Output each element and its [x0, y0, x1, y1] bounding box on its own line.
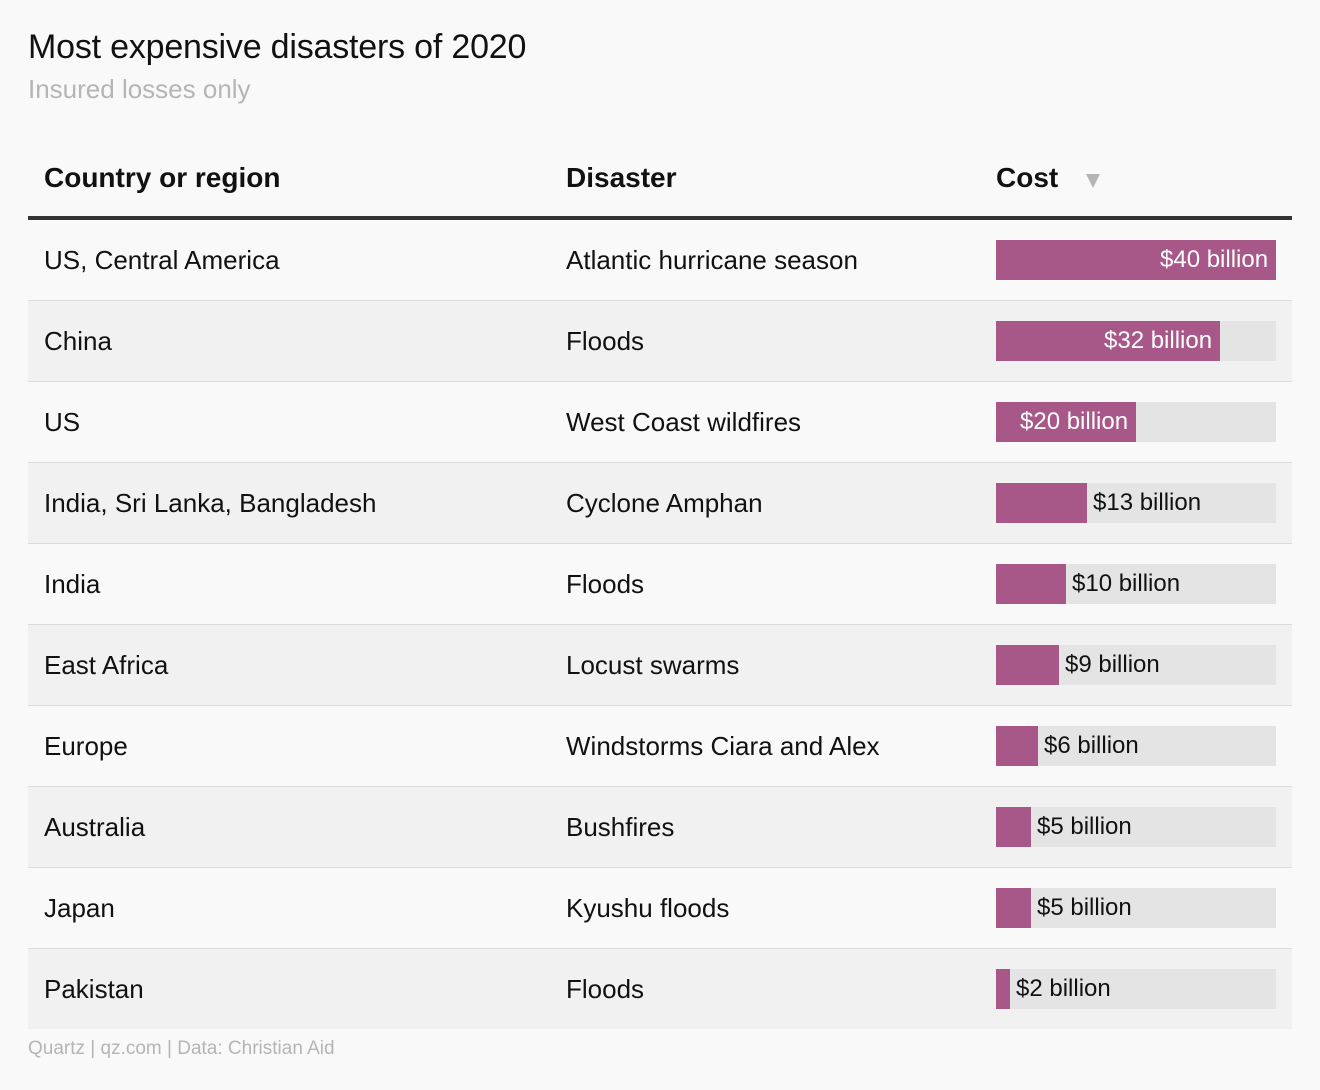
source-footer: Quartz | qz.com | Data: Christian Aid [28, 1038, 335, 1059]
sort-descending-icon[interactable] [1086, 174, 1100, 188]
cell-country: Japan [44, 893, 115, 923]
table-row: India, Sri Lanka, Bangladesh Cyclone Amph… [28, 463, 1292, 544]
cost-label: $10 billion [1072, 570, 1181, 597]
table-row: Australia Bushfires $5 billion [28, 787, 1292, 868]
cost-bar [996, 564, 1066, 604]
cost-bar-track: $10 billion [996, 564, 1276, 604]
cost-label: $2 billion [1016, 975, 1111, 1002]
column-header-cost[interactable]: Cost [996, 162, 1059, 193]
cost-bar-track: $9 billion [996, 645, 1276, 685]
disasters-table: Country or region Disaster Cost US, Cent… [28, 140, 1292, 1029]
cell-disaster: Floods [566, 974, 645, 1004]
table-row: East Africa Locust swarms $9 billion [28, 625, 1292, 706]
cost-label: $13 billion [1093, 489, 1202, 516]
cost-label: $5 billion [1037, 894, 1132, 921]
table-row: Europe Windstorms Ciara and Alex $6 billio… [28, 706, 1292, 787]
cost-bar [996, 726, 1038, 766]
column-header-country[interactable]: Country or region [44, 162, 281, 193]
cost-bar-track: $40 billion [996, 240, 1276, 280]
cell-disaster: Cyclone Amphan [566, 488, 763, 518]
cost-bar [996, 483, 1087, 523]
table-row: US, Central America Atlantic hurricane se… [28, 220, 1292, 301]
table-row: US West Coast wildfires $20 billion [28, 382, 1292, 463]
cell-disaster: West Coast wildfires [566, 407, 802, 437]
cost-bar-track: $20 billion [996, 402, 1276, 442]
cell-country: China [44, 326, 112, 356]
cell-disaster: Bushfires [566, 812, 675, 842]
cost-label: $6 billion [1044, 732, 1139, 759]
cost-label: $5 billion [1037, 813, 1132, 840]
cost-bar [996, 888, 1031, 928]
cell-disaster: Floods [566, 569, 645, 599]
cell-country: US [44, 407, 81, 437]
cell-disaster: Kyushu floods [566, 893, 730, 923]
cost-bar [996, 969, 1010, 1009]
cell-disaster: Floods [566, 326, 645, 356]
table-row: China Floods $32 billion [28, 301, 1292, 382]
cell-disaster: Locust swarms [566, 650, 740, 680]
cell-country: East Africa [44, 650, 169, 680]
cost-bar [996, 240, 1276, 280]
cost-bar-track: $32 billion [996, 321, 1276, 361]
cost-label: $9 billion [1065, 651, 1160, 678]
chart-subtitle: Insured losses only [28, 74, 251, 104]
cost-bar-track: $6 billion [996, 726, 1276, 766]
cost-bar-track: $5 billion [996, 807, 1276, 847]
cell-country: Australia [44, 812, 146, 842]
cell-country: Pakistan [44, 974, 144, 1004]
table-row: India Floods $10 billion [28, 544, 1292, 625]
cost-bar [996, 807, 1031, 847]
column-header-disaster[interactable]: Disaster [566, 162, 677, 193]
cost-label: $32 billion [1104, 327, 1213, 354]
cell-country: Europe [44, 731, 128, 761]
cost-bar [996, 645, 1059, 685]
cell-disaster: Windstorms Ciara and Alex [566, 731, 880, 761]
cost-label: $20 billion [1020, 408, 1129, 435]
table-header: Country or region Disaster Cost [28, 140, 1292, 220]
cost-label: $40 billion [1160, 246, 1269, 273]
cell-country: India, Sri Lanka, Bangladesh [44, 488, 377, 518]
cost-bar-track: $5 billion [996, 888, 1276, 928]
cell-country: India [44, 569, 101, 599]
cost-bar-track: $2 billion [996, 969, 1276, 1009]
table-body: US, Central America Atlantic hurricane se… [28, 220, 1292, 1029]
table-row: Pakistan Floods $2 billion [28, 949, 1292, 1029]
cell-country: US, Central America [44, 245, 280, 275]
table-row: Japan Kyushu floods $5 billion [28, 868, 1292, 949]
cost-bar [996, 402, 1136, 442]
cost-bar [996, 321, 1220, 361]
chart-title: Most expensive disasters of 2020 [28, 28, 527, 66]
cost-bar-track: $13 billion [996, 483, 1276, 523]
cell-disaster: Atlantic hurricane season [566, 245, 858, 275]
